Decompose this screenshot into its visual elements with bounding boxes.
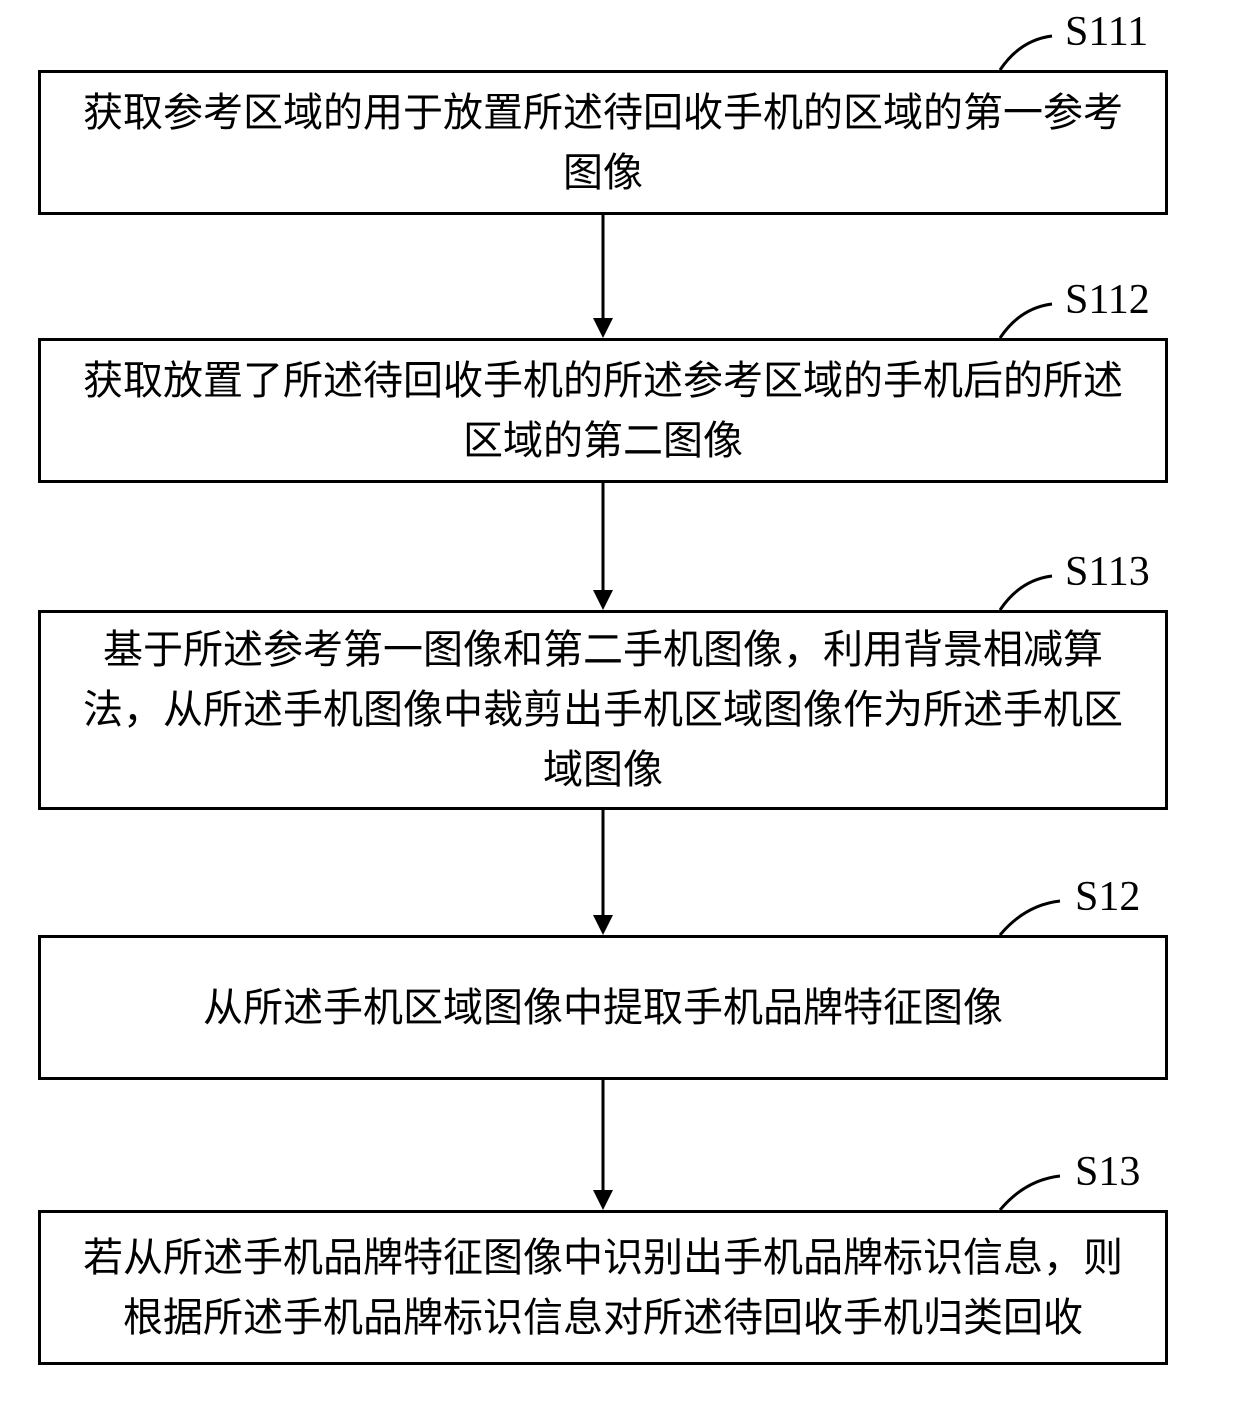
step-text: 基于所述参考第一图像和第二手机图像，利用背景相减算法，从所述手机图像中裁剪出手机… (71, 620, 1135, 800)
step-text: 获取放置了所述待回收手机的所述参考区域的手机后的所述区域的第二图像 (71, 351, 1135, 471)
step-label-s113: S113 (1065, 548, 1150, 596)
step-box-s12: 从所述手机区域图像中提取手机品牌特征图像 (38, 935, 1168, 1080)
flowchart-container: 获取参考区域的用于放置所述待回收手机的区域的第一参考图像 S111 获取放置了所… (0, 0, 1240, 1405)
step-box-s113: 基于所述参考第一图像和第二手机图像，利用背景相减算法，从所述手机图像中裁剪出手机… (38, 610, 1168, 810)
step-label-s112: S112 (1065, 276, 1150, 324)
step-text: 获取参考区域的用于放置所述待回收手机的区域的第一参考图像 (71, 83, 1135, 203)
step-text: 从所述手机区域图像中提取手机品牌特征图像 (203, 978, 1003, 1038)
step-box-s111: 获取参考区域的用于放置所述待回收手机的区域的第一参考图像 (38, 70, 1168, 215)
step-label-s12: S12 (1075, 873, 1140, 921)
step-label-s111: S111 (1065, 8, 1148, 56)
step-label-s13: S13 (1075, 1148, 1140, 1196)
step-text: 若从所述手机品牌特征图像中识别出手机品牌标识信息，则根据所述手机品牌标识信息对所… (71, 1228, 1135, 1348)
step-box-s13: 若从所述手机品牌特征图像中识别出手机品牌标识信息，则根据所述手机品牌标识信息对所… (38, 1210, 1168, 1365)
step-box-s112: 获取放置了所述待回收手机的所述参考区域的手机后的所述区域的第二图像 (38, 338, 1168, 483)
